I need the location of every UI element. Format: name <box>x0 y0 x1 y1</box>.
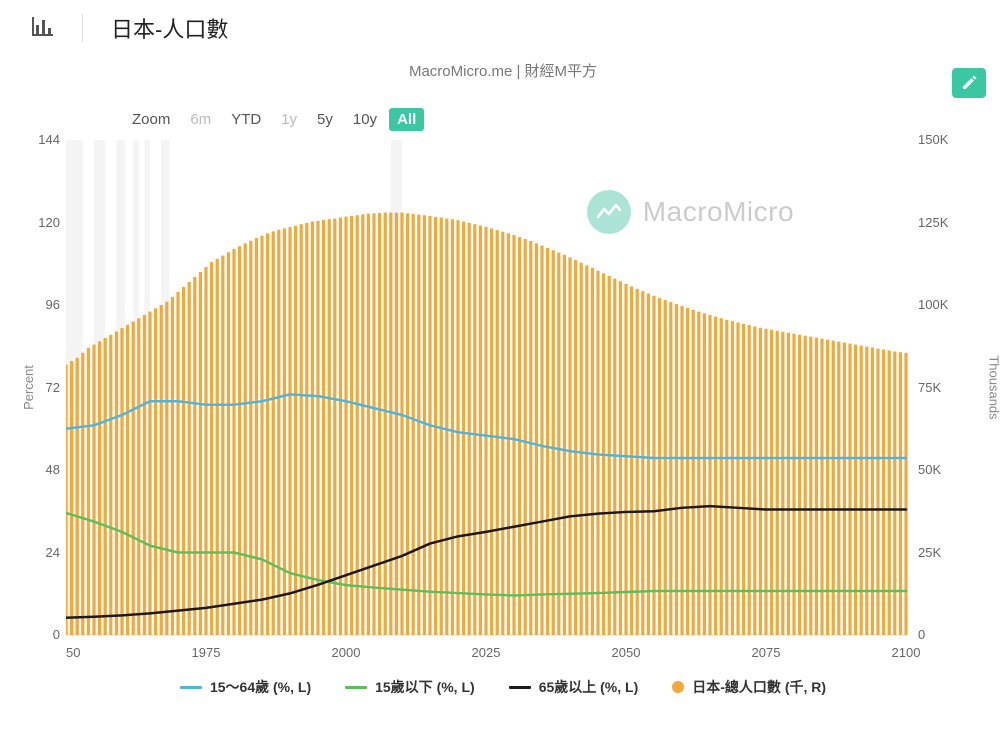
title-divider <box>82 14 83 42</box>
legend-label: 日本-總人口數 (千, R) <box>692 677 826 697</box>
svg-text:1975: 1975 <box>192 645 221 660</box>
svg-text:2050: 2050 <box>612 645 641 660</box>
edit-button[interactable] <box>952 68 986 98</box>
zoom-5y[interactable]: 5y <box>309 108 341 131</box>
zoom-6m: 6m <box>182 108 219 131</box>
zoom-ytd[interactable]: YTD <box>223 108 269 131</box>
zoom-1y: 1y <box>273 108 305 131</box>
zoom-label: Zoom <box>132 111 170 128</box>
yright-tick: 125K <box>918 215 948 230</box>
watermark: MacroMicro <box>587 190 794 234</box>
legend-label: 15～64歲 (%, L) <box>210 677 311 697</box>
yright-tick: 25K <box>918 545 941 560</box>
yright-tick: 75K <box>918 380 941 395</box>
zoom-all[interactable]: All <box>389 108 424 131</box>
yleft-tick: 120 <box>20 215 60 230</box>
svg-text:2000: 2000 <box>332 645 361 660</box>
yleft-tick: 24 <box>20 545 60 560</box>
yright-tick: 100K <box>918 297 948 312</box>
legend-swatch-icon <box>509 686 531 689</box>
chart-subtitle: MacroMicro.me | 財經M平方 <box>0 60 1006 81</box>
page-title: 日本-人口數 <box>111 12 228 44</box>
yright-tick: 50K <box>918 462 941 477</box>
legend-label: 15歲以下 (%, L) <box>375 677 475 697</box>
yleft-tick: 144 <box>20 132 60 147</box>
y-left-label: Percent <box>21 365 36 410</box>
yleft-tick: 0 <box>20 627 60 642</box>
legend-item[interactable]: 65歲以上 (%, L) <box>509 677 639 697</box>
chart-legend: 15～64歲 (%, L) 15歲以下 (%, L) 65歲以上 (%, L) 日本-… <box>0 677 1006 697</box>
legend-item[interactable]: 15歲以下 (%, L) <box>345 677 475 697</box>
zoom-10y[interactable]: 10y <box>345 108 385 131</box>
watermark-text: MacroMicro <box>643 196 794 228</box>
legend-swatch-icon <box>672 681 684 693</box>
legend-swatch-icon <box>345 686 367 689</box>
yright-tick: 150K <box>918 132 948 147</box>
legend-swatch-icon <box>180 686 202 689</box>
legend-label: 65歲以上 (%, L) <box>539 677 639 697</box>
svg-text:1950: 1950 <box>66 645 80 660</box>
chart-plot: 1950 1975 2000 2025 2050 2075 2100 <box>66 140 996 675</box>
yleft-tick: 96 <box>20 297 60 312</box>
svg-text:2025: 2025 <box>472 645 501 660</box>
yright-tick: 0 <box>918 627 925 642</box>
svg-text:2100: 2100 <box>892 645 921 660</box>
yleft-tick: 48 <box>20 462 60 477</box>
y-right-label: Thousands <box>987 355 1002 419</box>
svg-text:2075: 2075 <box>752 645 781 660</box>
pencil-icon <box>961 75 977 91</box>
bar-chart-icon <box>32 16 54 41</box>
legend-item[interactable]: 日本-總人口數 (千, R) <box>672 677 826 697</box>
watermark-logo-icon <box>587 190 631 234</box>
legend-item[interactable]: 15～64歲 (%, L) <box>180 677 311 697</box>
title-bar: 日本-人口數 <box>0 0 1006 56</box>
zoom-controls: Zoom 6mYTD1y5y10yAll <box>132 108 424 131</box>
